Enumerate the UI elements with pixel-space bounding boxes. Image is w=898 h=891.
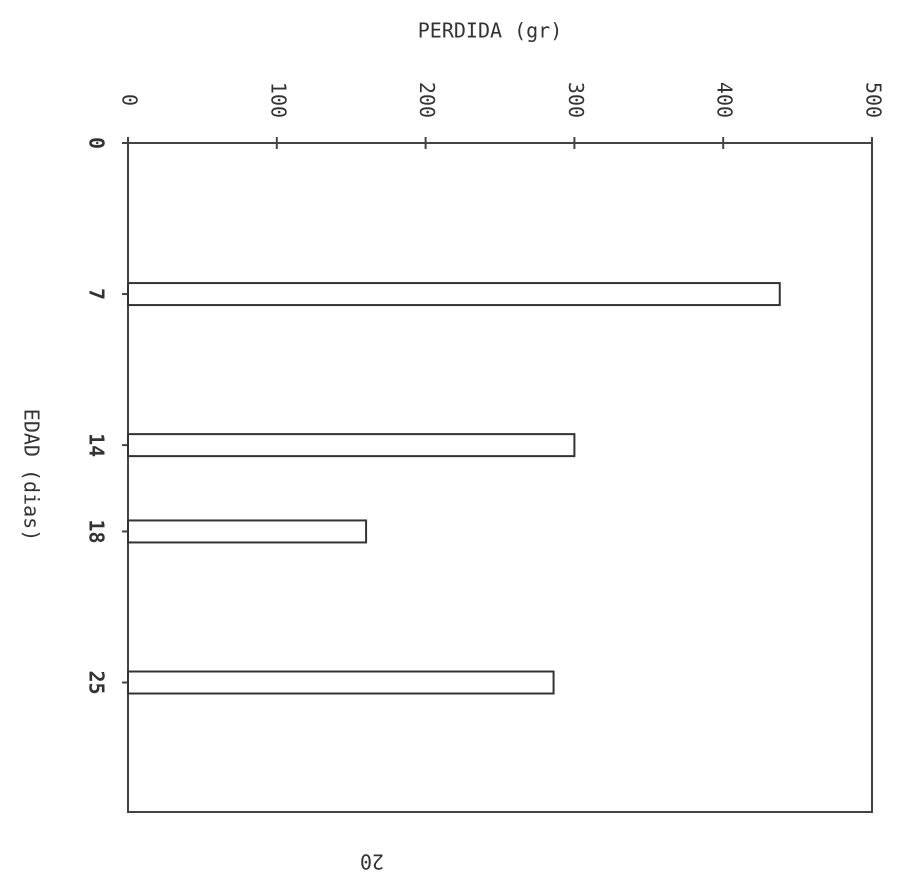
age-axis-title: EDAD (dias) bbox=[20, 409, 44, 541]
bar bbox=[127, 433, 576, 458]
age-tick-label: 18 bbox=[85, 519, 109, 543]
page-number: 20 bbox=[360, 850, 384, 874]
bar bbox=[127, 519, 368, 544]
age-tick-label: 25 bbox=[85, 670, 109, 694]
age-tick-label: 0 bbox=[85, 137, 109, 149]
bar bbox=[127, 670, 555, 695]
bar bbox=[127, 282, 781, 307]
value-tick-label: 100 bbox=[266, 82, 290, 118]
value-tick-label: 500 bbox=[862, 82, 886, 118]
plot-frame bbox=[127, 142, 873, 813]
age-tick-label: 7 bbox=[85, 288, 109, 300]
value-tick-label: 200 bbox=[415, 82, 439, 118]
age-tick-label: 14 bbox=[85, 433, 109, 457]
value-axis-title: PERDIDA (gr) bbox=[418, 19, 563, 43]
value-tick-label: 0 bbox=[118, 94, 142, 106]
value-tick-label: 400 bbox=[713, 82, 737, 118]
value-tick-label: 300 bbox=[564, 82, 588, 118]
